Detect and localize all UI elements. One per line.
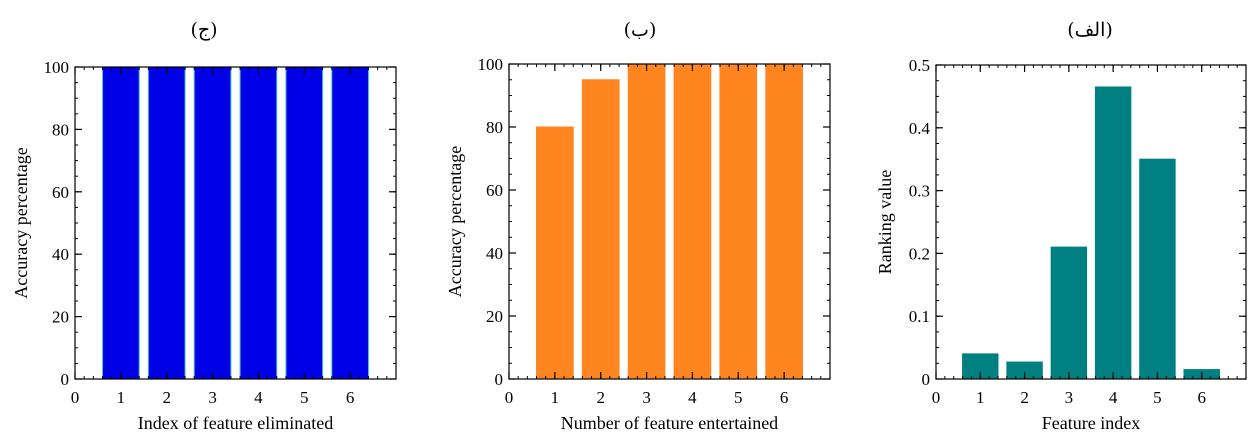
y-axis-label: Ranking value (875, 170, 895, 274)
x-tick-label: 4 (688, 388, 697, 407)
bar-5 (285, 66, 324, 380)
x-tick-label: 3 (208, 388, 217, 407)
panel-title: (ج) (190, 19, 217, 41)
x-tick-label: 2 (596, 388, 605, 407)
bar-6 (331, 66, 369, 380)
x-axis-label: Feature index (1042, 413, 1140, 433)
bar-3 (193, 66, 232, 380)
x-tick-label: 6 (780, 388, 789, 407)
x-tick-label: 2 (1020, 388, 1029, 407)
y-tick-label: 0.5 (909, 56, 930, 75)
x-tick-label: 6 (346, 388, 355, 407)
x-tick-label: 0 (71, 388, 80, 407)
x-tick-label: 5 (1153, 388, 1162, 407)
x-tick-label: 5 (300, 388, 309, 407)
panel-title: (ب) (624, 19, 657, 41)
y-tick-label: 0 (61, 370, 70, 389)
bar-4 (239, 66, 278, 380)
bar-1 (102, 66, 140, 380)
x-tick-label: 3 (642, 388, 651, 407)
x-tick-label: 0 (505, 388, 514, 407)
y-tick-label: 40 (486, 244, 503, 263)
x-tick-label: 3 (1065, 388, 1074, 407)
bar-4 (1094, 86, 1132, 380)
y-tick-label: 0.4 (909, 119, 931, 138)
y-axis-label: Accuracy percentage (11, 147, 31, 298)
x-axis-label: Index of feature eliminated (138, 413, 333, 433)
y-tick-label: 0.2 (909, 244, 930, 263)
x-tick-label: 4 (254, 388, 263, 407)
y-tick-label: 40 (52, 245, 69, 264)
bar-1 (536, 126, 574, 380)
bar-3 (1050, 246, 1088, 380)
bar-5 (1139, 158, 1176, 380)
x-tick-label: 4 (1109, 388, 1118, 407)
x-tick-label: 5 (734, 388, 743, 407)
y-tick-label: 0 (495, 370, 504, 389)
bar-5 (719, 63, 758, 380)
bar-6 (765, 63, 803, 380)
plot-frame (935, 64, 1247, 380)
y-tick-label: 80 (52, 120, 69, 139)
x-axis-label: Number of feature entertained (561, 413, 778, 433)
panel-a-feature-ranking: (الف) 0 1 2 3 4 5 6 0 0.1 0.2 0.3 0.4 0.5 Feature inde… (875, 19, 1247, 433)
x-tick-label: 2 (162, 388, 171, 407)
x-tick-label: 0 (932, 388, 941, 407)
y-tick-label: 20 (486, 307, 503, 326)
y-tick-label: 0 (922, 370, 931, 389)
y-tick-label: 20 (52, 308, 69, 327)
y-tick-label: 100 (478, 55, 504, 74)
bar-2 (147, 66, 186, 380)
y-tick-label: 0.3 (909, 182, 930, 201)
panel-title: (الف) (1067, 19, 1113, 41)
y-tick-label: 80 (486, 118, 503, 137)
x-tick-label: 1 (117, 388, 126, 407)
x-tick-label: 1 (551, 388, 560, 407)
y-tick-label: 60 (486, 181, 503, 200)
x-tick-label: 6 (1197, 388, 1206, 407)
x-tick-label: 1 (976, 388, 985, 407)
y-axis-label: Accuracy percentage (445, 146, 465, 297)
bar-3 (627, 63, 666, 380)
bar-2 (581, 79, 620, 380)
y-tick-label: 100 (44, 58, 70, 77)
y-tick-label: 0.1 (909, 307, 930, 326)
y-tick-label: 60 (52, 183, 69, 202)
bar-4 (673, 63, 712, 380)
